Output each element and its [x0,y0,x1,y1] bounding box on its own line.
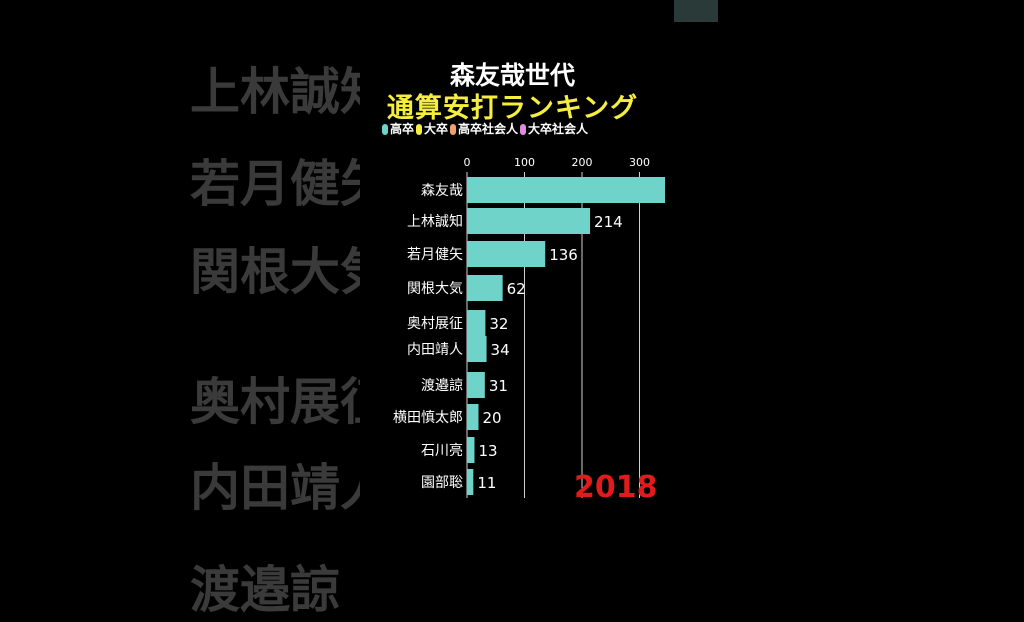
legend-item: 大卒社会人 [520,120,588,137]
bar [467,336,487,362]
background-name: 渡邉諒 [190,561,340,619]
legend: 高卒 大卒 高卒社会人 大卒社会人 [382,120,590,137]
bar [467,275,503,301]
bar [467,177,665,203]
legend-item: 高卒社会人 [450,120,518,137]
bar [467,241,546,267]
background-name: 上林誠知 [190,63,390,121]
legend-swatch [450,124,457,135]
corner-box [674,0,718,22]
category-label: 若月健矢 [407,247,463,263]
category-label: 横田慎太郎 [393,410,463,426]
bar [467,404,479,430]
background-name: 関根大気 [190,243,390,301]
background-name: 内田靖人 [190,459,390,517]
category-label: 石川亮 [421,442,463,459]
value-label: 13 [478,442,497,460]
background-name: 奥村展征 [190,373,390,431]
category-label: 渡邉諒 [421,378,463,394]
year-label: 2018 [574,470,658,505]
x-tick-label: 200 [572,156,593,169]
value-label: 136 [549,246,578,264]
legend-swatch [520,124,527,135]
bar [467,372,485,398]
legend-item: 大卒 [416,120,448,137]
x-tick-label: 300 [629,156,650,169]
legend-label: 高卒社会人 [458,122,519,136]
bar [467,437,475,463]
legend-label: 大卒社会人 [528,122,589,136]
category-label: 森友哉 [421,183,463,199]
chart-title-line2: 通算安打ランキング [386,93,639,124]
x-tick-label: 0 [464,156,471,169]
value-label: 214 [594,213,623,231]
bar [467,469,474,495]
category-label: 園部聡 [421,475,463,491]
category-label: 奥村展征 [407,315,463,332]
value-label: 62 [507,280,526,298]
value-label: 11 [477,474,496,492]
category-label: 内田靖人 [407,342,463,358]
legend-swatch [416,124,423,135]
bar-chart: 0100200300森友哉378上林誠知214若月健矢136関根大気62奥村展征… [393,156,665,498]
value-label: 20 [483,409,502,427]
chart-panel: 森友哉世代 通算安打ランキング 高卒 大卒 高卒社会人 大卒社会人 0 100 200 30… [360,0,665,576]
value-label: 34 [491,341,510,359]
bar [467,310,486,336]
category-label: 関根大気 [407,281,463,297]
legend-swatch [382,124,388,135]
legend-item: 高卒 [382,120,414,137]
legend-label: 高卒 [390,122,415,136]
bar [467,208,591,234]
chart-title-line1: 森友哉世代 [449,61,575,90]
category-label: 上林誠知 [407,213,463,230]
background-name: 若月健矢 [190,155,390,213]
value-label: 32 [489,315,508,333]
value-label: 31 [489,377,508,395]
x-tick-label: 100 [514,156,535,169]
legend-label: 大卒 [424,122,449,136]
